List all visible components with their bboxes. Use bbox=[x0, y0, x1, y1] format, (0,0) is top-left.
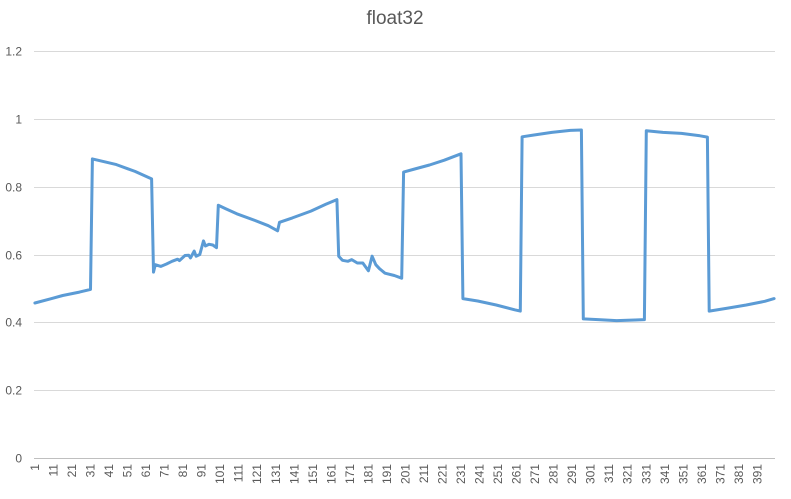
x-tick-label: 221 bbox=[435, 464, 449, 484]
y-tick-label: 0.8 bbox=[5, 181, 22, 195]
y-axis-tick-labels: 0 0.2 0.4 0.6 0.8 1 1.2 bbox=[5, 45, 22, 466]
x-tick-label: 101 bbox=[213, 464, 227, 484]
x-tick-label: 391 bbox=[750, 464, 764, 484]
x-tick-label: 351 bbox=[676, 464, 690, 484]
y-tick-label: 0.6 bbox=[5, 249, 22, 263]
x-tick-label: 151 bbox=[306, 464, 320, 484]
x-tick-label: 81 bbox=[176, 464, 190, 478]
chart-title: float32 bbox=[366, 8, 423, 29]
x-tick-label: 1 bbox=[28, 464, 42, 471]
x-tick-label: 361 bbox=[695, 464, 709, 484]
y-tick-label: 0.2 bbox=[5, 384, 22, 398]
x-tick-label: 91 bbox=[195, 464, 209, 478]
x-tick-label: 241 bbox=[473, 464, 487, 484]
x-tick-label: 191 bbox=[380, 464, 394, 484]
x-tick-label: 21 bbox=[65, 464, 79, 478]
gridlines bbox=[34, 51, 775, 459]
y-tick-label: 0 bbox=[15, 452, 22, 466]
x-tick-label: 181 bbox=[361, 464, 375, 484]
x-tick-label: 51 bbox=[121, 464, 135, 478]
series-line bbox=[33, 128, 776, 323]
x-tick-label: 231 bbox=[454, 464, 468, 484]
y-tick-label: 1 bbox=[15, 113, 22, 127]
x-tick-label: 291 bbox=[565, 464, 579, 484]
y-tick-label: 0.4 bbox=[5, 316, 22, 330]
x-tick-label: 381 bbox=[732, 464, 746, 484]
x-tick-label: 321 bbox=[621, 464, 635, 484]
x-tick-label: 31 bbox=[84, 464, 98, 478]
x-tick-label: 341 bbox=[658, 464, 672, 484]
x-tick-label: 301 bbox=[584, 464, 598, 484]
x-axis-tick-labels: 1 11 21 31 41 51 61 71 81 91 101 111 121 131 141 151 161… bbox=[28, 464, 764, 484]
x-tick-label: 251 bbox=[491, 464, 505, 484]
x-tick-label: 331 bbox=[639, 464, 653, 484]
x-tick-label: 211 bbox=[417, 464, 431, 483]
x-tick-label: 371 bbox=[713, 464, 727, 484]
x-tick-label: 121 bbox=[250, 464, 264, 484]
y-tick-label: 1.2 bbox=[5, 45, 22, 59]
x-tick-label: 171 bbox=[343, 464, 357, 484]
x-tick-label: 141 bbox=[287, 464, 301, 484]
x-tick-label: 201 bbox=[398, 464, 412, 484]
x-tick-label: 281 bbox=[547, 464, 561, 484]
x-tick-label: 271 bbox=[528, 464, 542, 484]
x-tick-label: 261 bbox=[510, 464, 524, 484]
x-tick-label: 61 bbox=[139, 464, 153, 478]
x-tick-label: 311 bbox=[602, 464, 616, 483]
x-tick-label: 111 bbox=[232, 464, 246, 483]
x-tick-label: 161 bbox=[324, 464, 338, 484]
x-tick-label: 41 bbox=[102, 464, 116, 478]
series-lines bbox=[33, 128, 776, 323]
x-tick-label: 71 bbox=[158, 464, 172, 478]
x-tick-label: 11 bbox=[46, 464, 60, 477]
x-tick-label: 131 bbox=[269, 464, 283, 484]
